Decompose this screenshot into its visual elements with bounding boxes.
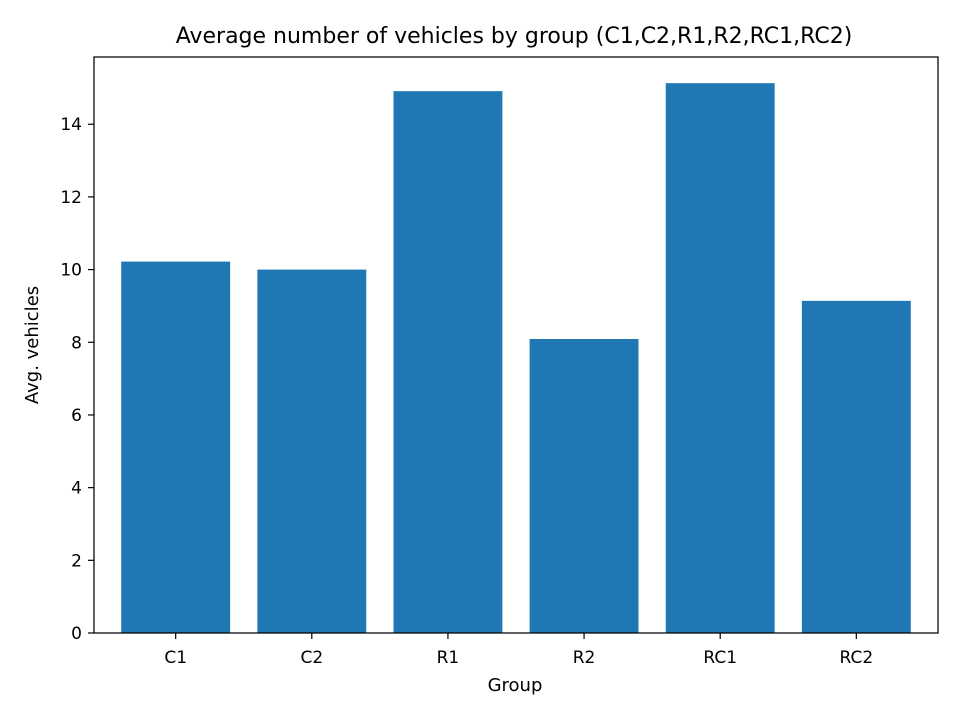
bar-c2 (257, 269, 367, 633)
x-tick-label: RC1 (703, 648, 737, 668)
y-tick-label: 14 (60, 115, 82, 135)
y-tick-label: 0 (71, 624, 82, 644)
y-tick-label: 8 (71, 333, 82, 353)
plot-frame (93, 56, 939, 634)
bar-r1 (393, 91, 503, 633)
x-axis-ticks: C1 C2 R1 R2 RC1 RC2 (164, 633, 873, 668)
y-tick-label: 2 (71, 551, 82, 571)
bar-rc1 (665, 83, 775, 634)
x-tick-label: C2 (300, 648, 323, 668)
y-tick-label: 6 (71, 406, 82, 426)
x-tick-label: R2 (573, 648, 596, 668)
y-axis-ticks: 0 2 4 6 8 10 12 14 (60, 115, 94, 644)
bar-r2 (529, 339, 639, 633)
bar-c1 (121, 261, 231, 633)
chart-title: Average number of vehicles by group (C1,… (176, 24, 853, 49)
x-tick-label: R1 (437, 648, 460, 668)
bars-group (121, 83, 911, 634)
y-tick-label: 12 (60, 188, 82, 208)
bar-rc2 (801, 300, 911, 633)
y-axis-label: Avg. vehicles (22, 286, 43, 404)
x-tick-label: C1 (164, 648, 187, 668)
x-tick-label: RC2 (839, 648, 873, 668)
y-tick-label: 4 (71, 479, 82, 499)
y-tick-label: 10 (60, 261, 82, 281)
x-axis-label: Group (488, 675, 543, 696)
